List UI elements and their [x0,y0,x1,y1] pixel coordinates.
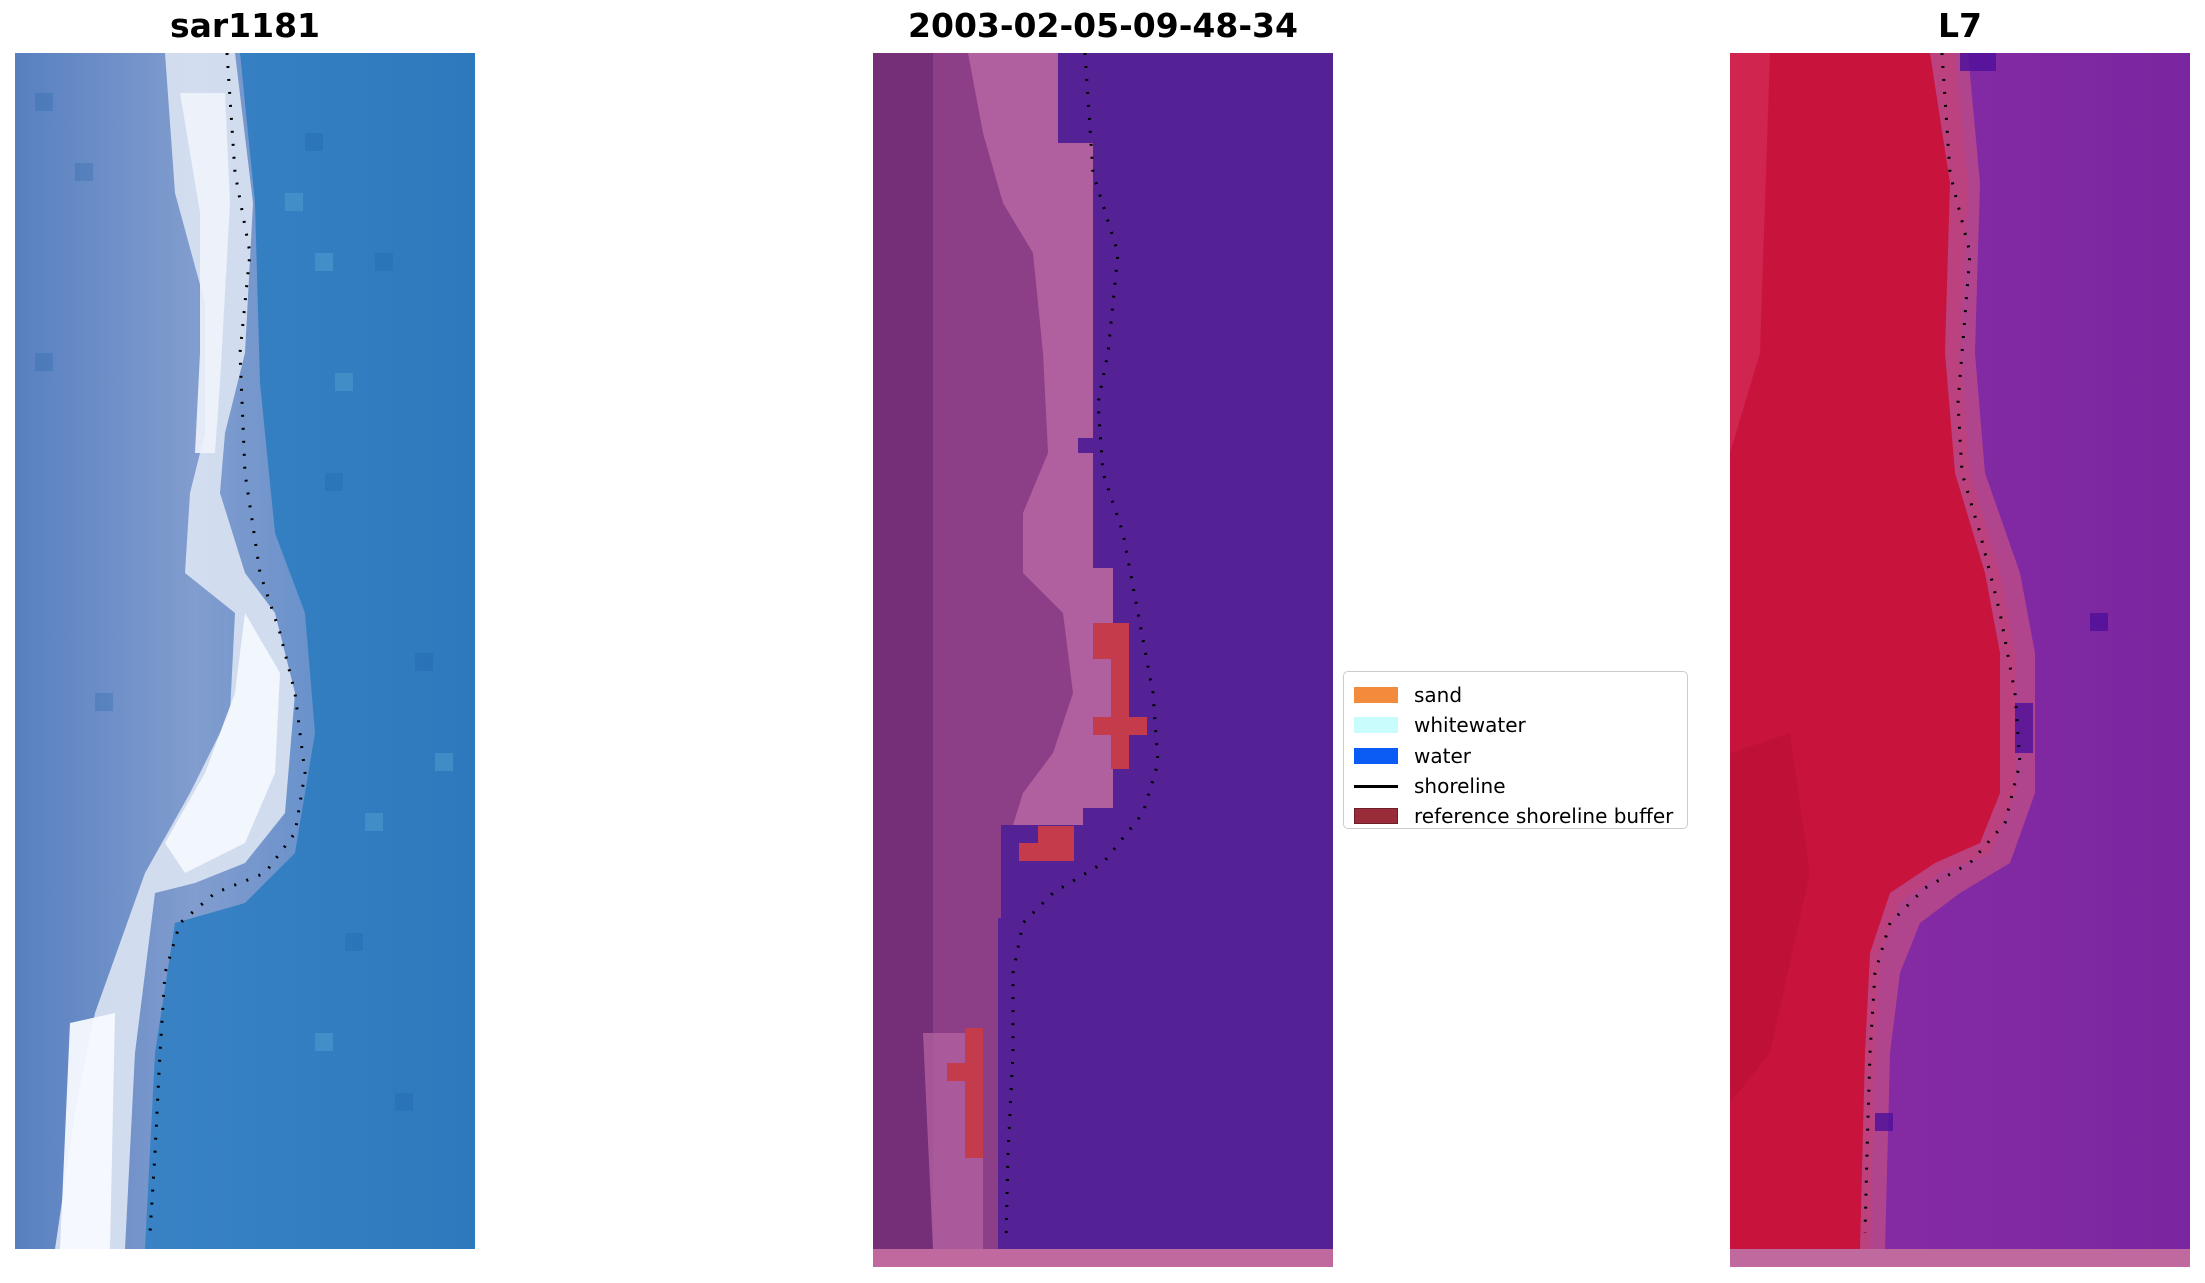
legend-label-buffer: reference shoreline buffer [1414,804,1674,829]
legend: sand whitewater water shoreline referenc… [1343,671,1688,829]
rgb-image [15,53,475,1249]
legend-label-sand: sand [1414,683,1463,708]
shoreline-line-swatch [1354,784,1398,788]
right-panel-title: L7 [1938,6,1982,45]
classified-image [873,53,1333,1267]
legend-item-shoreline: shoreline [1354,771,1677,801]
rgb-image-panel [15,53,475,1249]
reference-shoreline-buffer [947,623,1147,1158]
left-panel-title: sar1181 [169,6,321,45]
shoreline-left [148,53,307,1234]
legend-label-whitewater: whitewater [1414,713,1526,738]
legend-label-water: water [1414,743,1471,768]
whitewater-swatch [1354,717,1398,734]
sand-swatch [1354,687,1398,704]
swir-image [1730,53,2190,1267]
swir-image-panel [1730,53,2190,1267]
legend-item-water: water [1354,741,1677,771]
legend-item-buffer: reference shoreline buffer [1354,801,1677,831]
legend-item-sand: sand [1354,680,1677,710]
legend-item-whitewater: whitewater [1354,710,1677,740]
water-swatch [1354,747,1398,764]
shoreline-middle [1004,53,1160,1244]
legend-label-shoreline: shoreline [1414,774,1506,799]
buffer-swatch [1354,808,1398,825]
classified-image-panel [873,53,1333,1267]
shoreline-right [1863,53,2022,1234]
middle-panel-title: 2003-02-05-09-48-34 [908,6,1298,45]
